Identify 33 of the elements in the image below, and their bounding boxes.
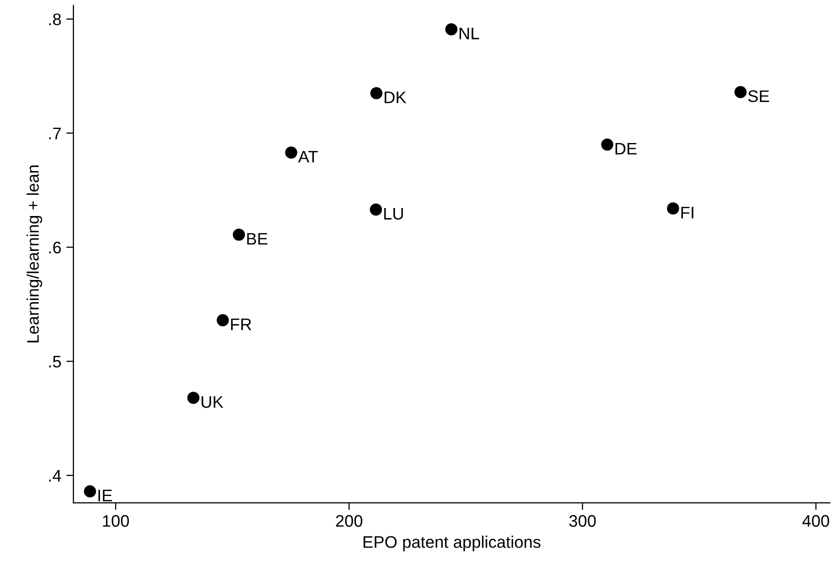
annotation: FI <box>681 206 694 218</box>
point <box>734 86 747 98</box>
x-tick-label: 200 <box>336 515 362 527</box>
y-tick-label: .6 <box>49 242 61 254</box>
annotation: IE <box>98 490 112 502</box>
point <box>285 146 298 159</box>
y-tick-label: .7 <box>49 128 61 140</box>
x-tick-label: 300 <box>569 515 596 527</box>
annotation: BE <box>247 233 268 245</box>
x-tick-label: 400 <box>802 515 830 527</box>
y-tick-label: .4 <box>49 470 62 482</box>
point <box>232 228 245 241</box>
point <box>445 23 458 36</box>
y-axis-title: Learning/learning + lean <box>26 166 42 342</box>
annotation: DE <box>616 142 637 154</box>
point <box>601 138 614 151</box>
annotation: DK <box>384 92 406 104</box>
annotation: AT <box>298 150 318 162</box>
point <box>666 202 680 215</box>
y-tick-label: .8 <box>49 13 61 26</box>
y-tick-label: .5 <box>49 356 61 368</box>
x-axis-title: EPO patent applications <box>364 536 540 552</box>
point <box>370 87 382 100</box>
point <box>370 204 382 216</box>
x-tick-label: 100 <box>103 515 129 527</box>
annotation: NL <box>460 28 480 40</box>
point <box>187 392 200 404</box>
annotation: UK <box>202 396 224 408</box>
annotation: SE <box>748 90 769 102</box>
annotation: FR <box>231 318 252 330</box>
point <box>84 485 96 498</box>
annotation: LU <box>384 208 403 220</box>
point <box>216 314 229 326</box>
